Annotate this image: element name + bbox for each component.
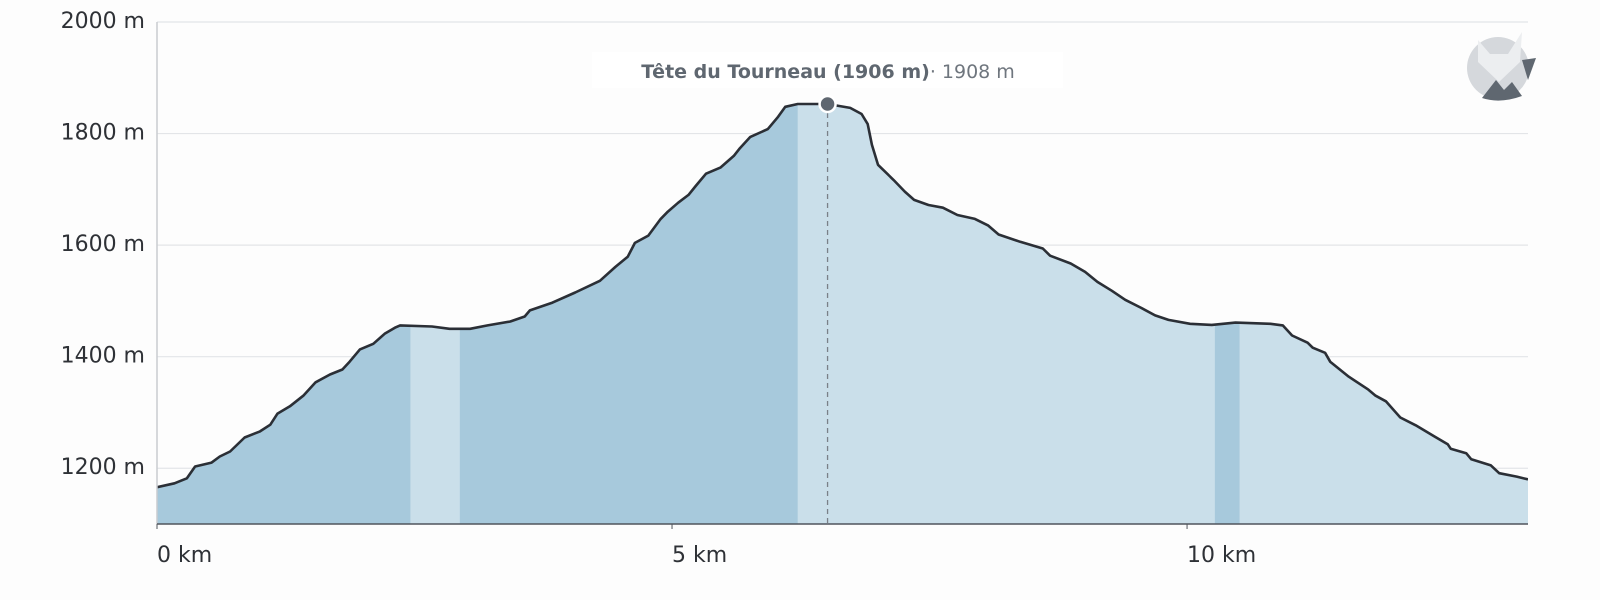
annotation-title: Tête du Tourneau (1906 m) [641, 61, 930, 83]
y-tick-label: 1400 m [61, 344, 145, 369]
logo-fox [1478, 32, 1522, 82]
x-tick-label: 10 km [1187, 543, 1256, 568]
annotation-text: Tête du Tourneau (1906 m)· 1908 m [641, 61, 1015, 83]
y-tick-label: 1200 m [61, 455, 145, 480]
annotation-box [592, 52, 1063, 88]
y-tick-label: 2000 m [61, 9, 145, 34]
annotation-detail: · 1908 m [930, 61, 1015, 83]
area-layer [157, 102, 1528, 524]
x-tick-label: 5 km [672, 543, 727, 568]
logo-mountain [1482, 80, 1522, 101]
x-tick-label: 0 km [157, 543, 212, 568]
tick-labels: 1200 m 1400 m 1600 m 1800 m 2000 m 0 km 5 km 10… [61, 9, 1257, 568]
annotation: Tête du Tourneau (1906 m)· 1908 m [592, 52, 1063, 524]
cursor-marker [818, 94, 837, 114]
y-tick-label: 1600 m [61, 232, 145, 257]
logo-tail [1522, 58, 1536, 80]
y-tick-label: 1800 m [61, 121, 145, 146]
logo [1467, 32, 1536, 101]
